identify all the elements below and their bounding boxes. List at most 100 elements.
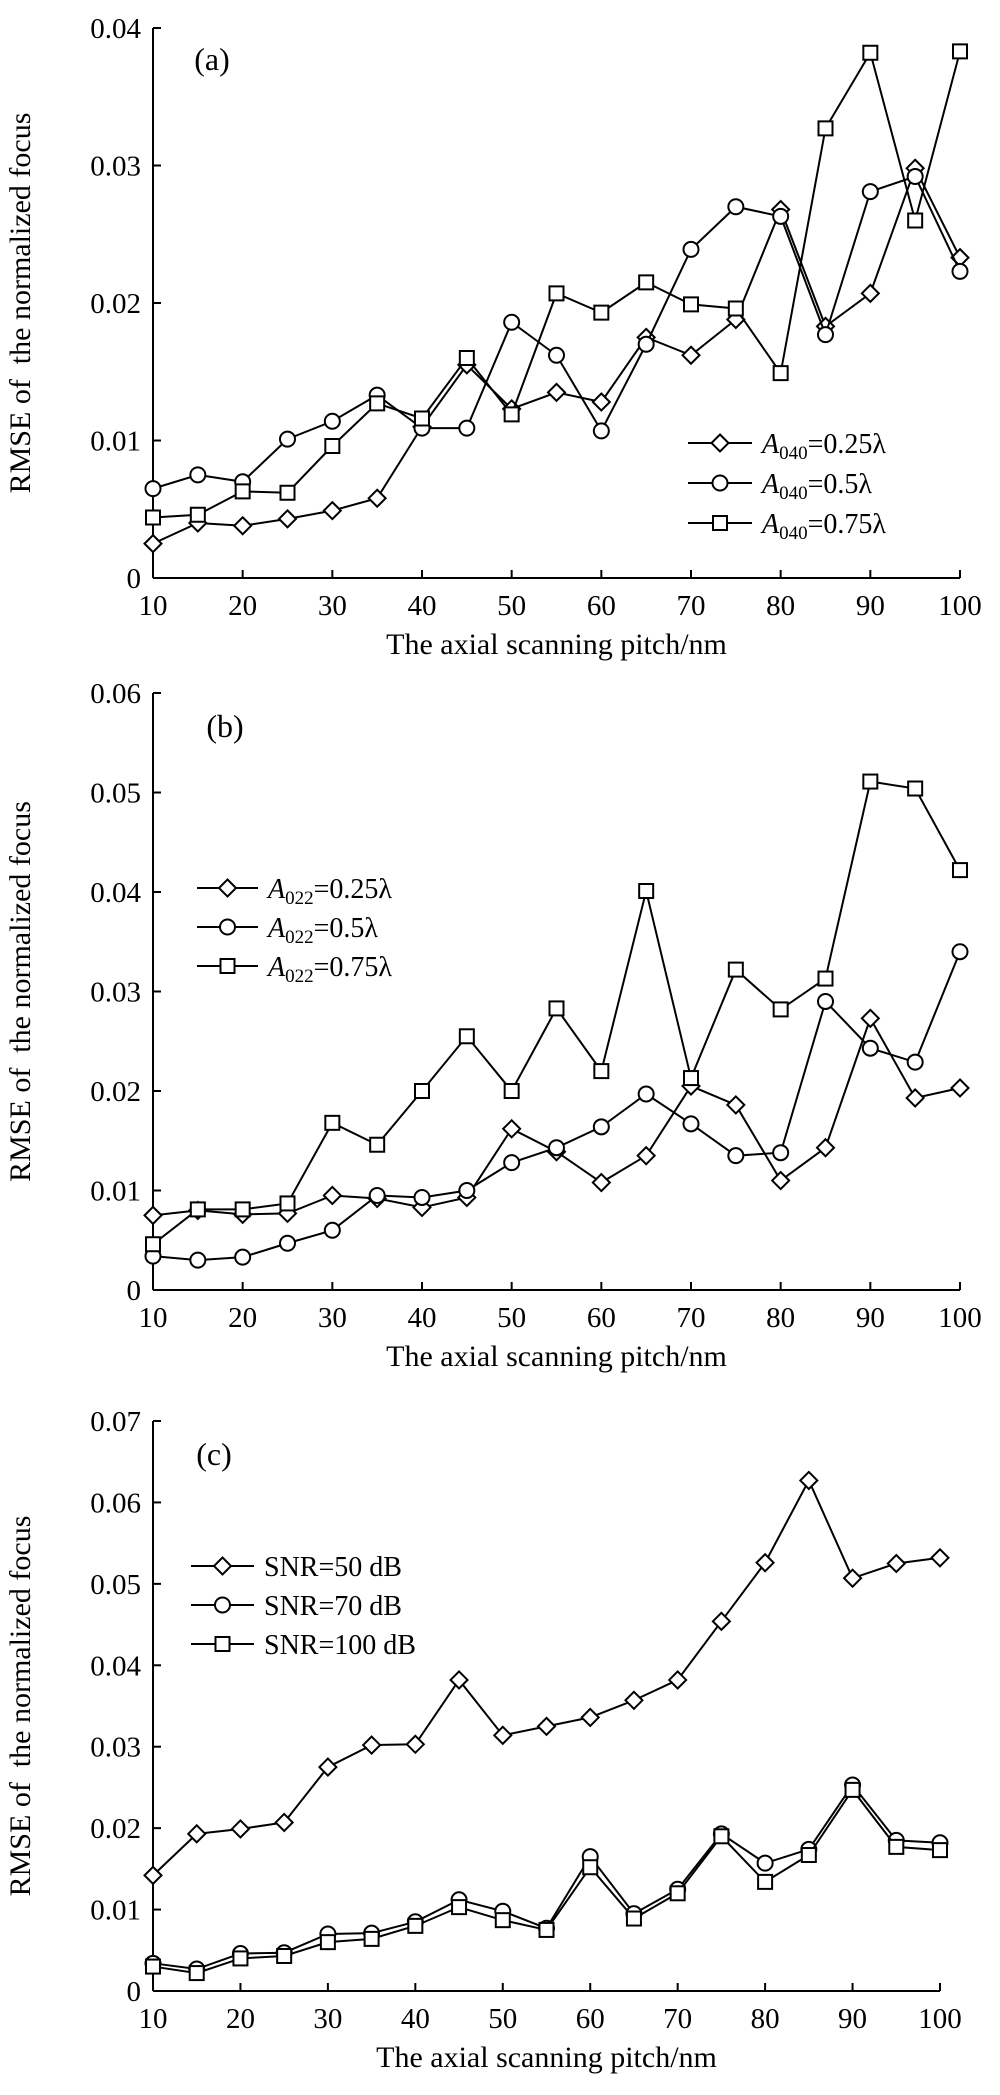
legend-label-var: A — [266, 952, 286, 983]
x-tick-label: 10 — [139, 1302, 168, 1334]
y-tick-label: 0.03 — [90, 977, 141, 1009]
data-point — [862, 773, 879, 790]
data-point — [276, 1947, 293, 1964]
data-point — [143, 1865, 163, 1886]
legend-marker — [214, 1596, 231, 1614]
data-point — [234, 1201, 251, 1218]
y-tick-label: 0.04 — [90, 13, 141, 45]
x-tick-label: 10 — [139, 590, 168, 622]
data-point — [727, 1147, 745, 1165]
y-axis-title: RMSE of the normalized focus — [4, 1516, 37, 1897]
data-point — [952, 862, 968, 879]
data-point — [324, 1114, 341, 1131]
series-line — [152, 1478, 941, 1877]
y-tick-label: 0 — [127, 1275, 142, 1307]
data-point — [492, 1725, 513, 1746]
legend-label-rest: =0.5λ — [314, 913, 379, 944]
data-point — [232, 515, 253, 536]
y-tick-label: 0.02 — [90, 1813, 141, 1845]
x-tick-label: 90 — [838, 2003, 867, 2035]
data-point — [501, 1118, 522, 1139]
data-point — [503, 313, 521, 331]
data-point — [143, 533, 163, 554]
x-tick-label: 30 — [313, 2003, 342, 2035]
series-0 — [143, 1008, 970, 1226]
legend-label-var: A — [760, 509, 780, 540]
data-point — [683, 1070, 699, 1087]
data-point — [188, 1965, 205, 1982]
legend-label: A040=0.75λ — [760, 509, 886, 544]
x-tick-label: 40 — [401, 2003, 430, 2035]
data-point — [815, 1137, 836, 1158]
data-point — [451, 1899, 468, 1916]
data-point — [458, 1028, 475, 1045]
data-point — [772, 365, 789, 382]
legend-marker — [214, 1636, 231, 1652]
data-point — [405, 1734, 426, 1755]
data-point — [860, 283, 881, 304]
data-point — [725, 1095, 746, 1115]
y-tick-label: 0 — [127, 1976, 142, 2008]
series-2 — [145, 1781, 948, 1982]
data-point — [861, 183, 879, 201]
data-point — [638, 274, 655, 291]
data-point — [367, 488, 388, 509]
y-tick-label: 0.07 — [90, 1406, 141, 1438]
data-point — [951, 943, 969, 961]
legend-marker — [710, 433, 730, 453]
data-point — [144, 480, 162, 498]
data-point — [817, 326, 834, 344]
panel-1: 0 0.01 0.02 0.03 0.04 0.05 0.06 10 20 30 40 50 60 70 8… — [4, 678, 982, 1373]
data-point — [770, 1170, 791, 1191]
data-point — [503, 1154, 521, 1172]
y-tick-label: 0.02 — [90, 1076, 141, 1108]
data-point — [186, 1823, 207, 1844]
data-point — [817, 120, 834, 137]
x-tick-label: 80 — [751, 2003, 780, 2035]
data-point — [234, 483, 251, 500]
data-point — [932, 1842, 948, 1859]
data-point — [862, 44, 879, 61]
x-tick-label: 90 — [856, 1302, 885, 1334]
data-point — [669, 1885, 686, 1902]
data-point — [363, 1930, 380, 1947]
x-tick-label: 20 — [228, 1302, 257, 1334]
data-point — [407, 1917, 424, 1934]
legend-marker — [711, 474, 729, 492]
data-point — [817, 992, 834, 1010]
data-point — [637, 335, 655, 353]
data-point — [625, 1910, 642, 1927]
legend-label: A022=0.75λ — [266, 952, 392, 987]
data-point — [817, 970, 834, 987]
x-tick-label: 60 — [587, 1302, 616, 1334]
legend-label-sub: 040 — [779, 523, 808, 544]
x-tick-label: 50 — [497, 1302, 526, 1334]
x-tick-label: 30 — [318, 590, 347, 622]
data-point — [906, 168, 924, 185]
data-point — [930, 1547, 950, 1568]
y-tick-label: 0.01 — [90, 1176, 141, 1208]
data-point — [548, 1139, 565, 1157]
data-point — [322, 1185, 343, 1206]
data-point — [189, 466, 207, 484]
data-point — [682, 240, 700, 258]
data-point — [317, 1757, 338, 1777]
data-point — [548, 346, 565, 364]
series-line — [152, 1783, 941, 1971]
data-point — [546, 382, 567, 403]
y-tick-label: 0.03 — [90, 1732, 141, 1764]
data-point — [593, 1063, 610, 1080]
data-point — [414, 410, 430, 427]
series-1 — [144, 943, 969, 1269]
x-tick-label: 100 — [918, 2003, 962, 2035]
data-point — [861, 1039, 879, 1057]
x-tick-label: 70 — [663, 2003, 692, 2035]
data-point — [536, 1716, 557, 1737]
y-tick-label: 0.03 — [90, 151, 141, 183]
data-point — [322, 500, 343, 521]
legend-label-rest: =0.75λ — [808, 509, 887, 540]
data-point — [727, 198, 745, 216]
data-point — [503, 406, 520, 423]
data-point — [145, 509, 161, 526]
